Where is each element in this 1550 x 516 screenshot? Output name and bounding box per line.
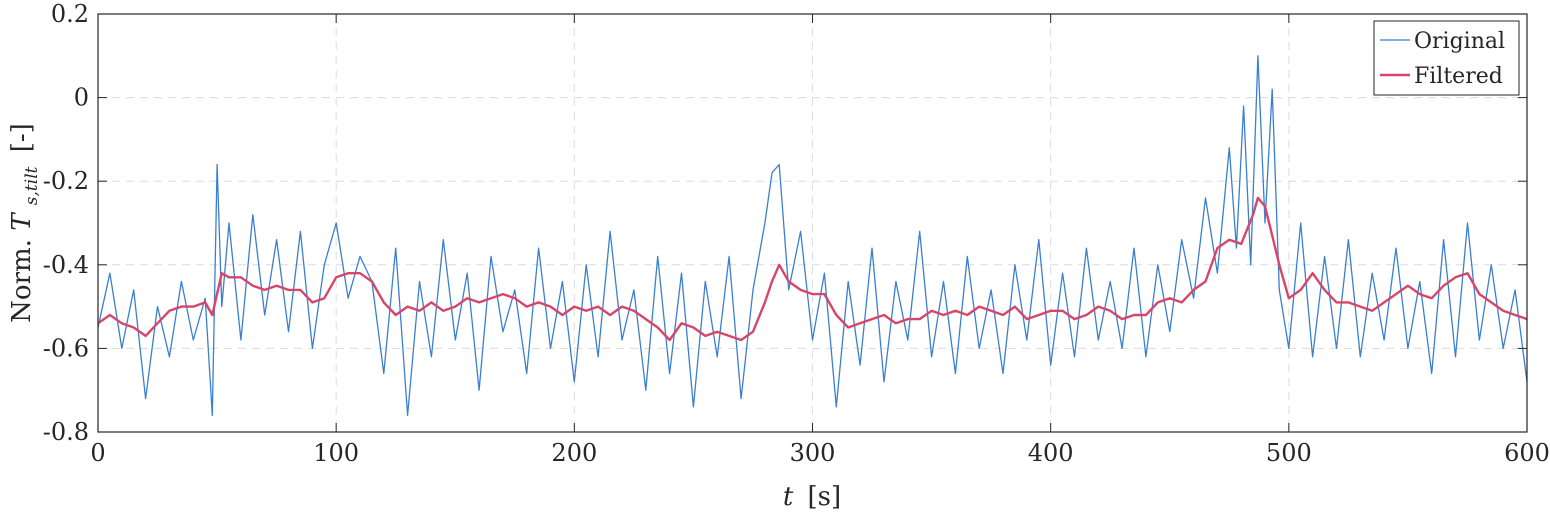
x-tick-label: 0	[90, 439, 105, 467]
legend-label-filtered: Filtered	[1414, 64, 1503, 89]
series-layer	[97, 55, 1528, 416]
x-axis-var: t	[783, 482, 794, 512]
y-tick-label: -0.6	[43, 334, 89, 362]
y-tick-label: 0.2	[51, 0, 89, 28]
x-tick-label: 200	[551, 439, 597, 467]
y-axis-title: Norm. T s,tilt [-]	[7, 123, 44, 323]
y-axis-subscript: s,tilt	[22, 166, 42, 205]
x-axis-title: t [s]	[783, 482, 841, 512]
x-tick-label: 100	[313, 439, 359, 467]
x-tick-label: 600	[1504, 439, 1550, 467]
y-tick-label: -0.2	[43, 167, 89, 195]
series-original-line	[97, 55, 1528, 416]
x-tick-label: 300	[790, 439, 836, 467]
series-filtered-line	[97, 196, 1528, 342]
axis-ticks	[97, 13, 1528, 433]
legend-box	[1373, 20, 1520, 96]
x-tick-label: 400	[1028, 439, 1074, 467]
y-tick-label: -0.4	[43, 251, 89, 279]
y-axis-var: T	[7, 212, 37, 231]
x-tick-label: 500	[1266, 439, 1312, 467]
y-axis-unit: [-]	[7, 123, 37, 152]
tick-labels: 0 100 200 300 400 500 600 -0.8 -0.6 -0.4 -0.2 0 0.2	[43, 0, 1550, 467]
y-tick-label: -0.8	[43, 418, 89, 446]
legend-label-original: Original	[1414, 29, 1505, 54]
y-axis-prefix: Norm.	[7, 231, 37, 323]
y-tick-label: 0	[74, 84, 89, 112]
x-axis-unit: [s]	[808, 482, 842, 512]
legend: Original Filtered	[1373, 20, 1520, 96]
